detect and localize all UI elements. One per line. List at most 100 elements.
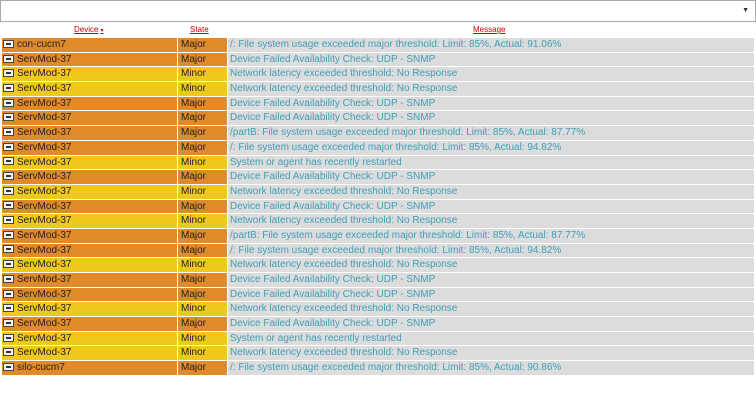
- device-cell[interactable]: ServMod-37: [2, 331, 177, 346]
- table-row[interactable]: ServMod-37 Major Device Failed Availabilit…: [2, 317, 754, 332]
- table-row[interactable]: ServMod-37 Minor Network latency exceeded …: [2, 82, 754, 97]
- table-row[interactable]: ServMod-37 Minor Network latency exceeded …: [2, 346, 754, 361]
- state-cell: Minor: [178, 346, 227, 361]
- device-icon: [3, 98, 14, 107]
- table-row[interactable]: ServMod-37 Major /: File system usage exce…: [2, 243, 754, 259]
- table-row[interactable]: ServMod-37 Minor Network latency exceeded …: [2, 214, 754, 229]
- state-label: Major: [181, 318, 207, 330]
- table-row[interactable]: ServMod-37 Major Device Failed Availabilit…: [2, 52, 754, 68]
- state-cell: Major: [178, 243, 227, 258]
- device-cell[interactable]: ServMod-37: [2, 258, 177, 272]
- device-name: ServMod-37: [17, 332, 72, 344]
- message-cell: Network latency exceeded threshold: No R…: [228, 67, 754, 82]
- state-cell: Major: [178, 361, 227, 375]
- table-row[interactable]: ServMod-37 Major Device Failed Availabilit…: [2, 170, 754, 185]
- table-row[interactable]: ServMod-37 Major /: File system usage exce…: [2, 140, 754, 156]
- device-cell[interactable]: con-cucm7: [2, 38, 177, 52]
- device-cell[interactable]: ServMod-37: [2, 52, 177, 67]
- message-cell: Device Failed Availability Check: UDP - …: [228, 170, 754, 184]
- state-cell: Minor: [178, 331, 227, 346]
- device-icon: [3, 113, 14, 122]
- device-cell[interactable]: ServMod-37: [2, 346, 177, 361]
- device-icon: [3, 69, 14, 78]
- device-cell[interactable]: ServMod-37: [2, 170, 177, 184]
- message-cell: Network latency exceeded threshold: No R…: [228, 82, 754, 96]
- message-cell: Device Failed Availability Check: UDP - …: [228, 52, 754, 67]
- table-row[interactable]: ServMod-37 Minor Network latency exceeded …: [2, 184, 754, 200]
- column-header-state[interactable]: State: [190, 25, 209, 34]
- device-cell[interactable]: ServMod-37: [2, 155, 177, 170]
- table-row[interactable]: ServMod-37 Major Device Failed Availabilit…: [2, 273, 754, 288]
- device-cell[interactable]: ServMod-37: [2, 228, 177, 243]
- message-cell: Device Failed Availability Check: UDP - …: [228, 273, 754, 287]
- state-cell: Minor: [178, 155, 227, 170]
- state-cell: Major: [178, 38, 227, 52]
- column-header-device[interactable]: Device ▾: [74, 25, 103, 34]
- message-cell: Network latency exceeded threshold: No R…: [228, 302, 754, 317]
- device-icon: [3, 289, 14, 298]
- table-row[interactable]: silo-cucm7 Major /: File system usage exce…: [2, 361, 754, 376]
- device-cell[interactable]: ServMod-37: [2, 317, 177, 331]
- device-cell[interactable]: ServMod-37: [2, 302, 177, 317]
- device-cell[interactable]: ServMod-37: [2, 111, 177, 126]
- state-label: Major: [181, 39, 207, 50]
- device-name: ServMod-37: [17, 97, 72, 109]
- device-name: ServMod-37: [17, 156, 72, 168]
- device-name: con-cucm7: [17, 39, 66, 50]
- message-cell: Network latency exceeded threshold: No R…: [228, 346, 754, 361]
- table-row[interactable]: ServMod-37 Minor Network latency exceeded …: [2, 302, 754, 317]
- table-row[interactable]: ServMod-37 Major Device Failed Availabilit…: [2, 96, 754, 112]
- table-row[interactable]: ServMod-37 Major Device Failed Availabilit…: [2, 199, 754, 215]
- state-cell: Major: [178, 111, 227, 126]
- device-name: ServMod-37: [17, 200, 72, 212]
- state-cell: Major: [178, 126, 227, 140]
- table-row[interactable]: ServMod-37 Major Device Failed Availabilit…: [2, 111, 754, 126]
- state-label: Minor: [181, 332, 207, 344]
- chevron-down-icon[interactable]: ▼: [742, 7, 749, 14]
- device-icon: [3, 54, 14, 63]
- device-name: ServMod-37: [17, 215, 72, 227]
- state-cell: Minor: [178, 302, 227, 317]
- state-label: Minor: [181, 347, 207, 359]
- device-name: ServMod-37: [17, 112, 72, 124]
- device-cell[interactable]: ServMod-37: [2, 140, 177, 155]
- device-cell[interactable]: silo-cucm7: [2, 361, 177, 375]
- message-cell: /: File system usage exceeded major thre…: [228, 243, 754, 258]
- device-cell[interactable]: ServMod-37: [2, 184, 177, 199]
- device-cell[interactable]: ServMod-37: [2, 82, 177, 96]
- device-icon: [3, 216, 14, 225]
- table-row[interactable]: ServMod-37 Minor System or agent has recen…: [2, 331, 754, 347]
- device-name: ServMod-37: [17, 347, 72, 359]
- table-row[interactable]: ServMod-37 Minor System or agent has recen…: [2, 155, 754, 171]
- device-cell[interactable]: ServMod-37: [2, 214, 177, 228]
- device-icon: [3, 230, 14, 239]
- table-row[interactable]: ServMod-37 Major/partB: File system usage…: [2, 126, 754, 141]
- state-label: Minor: [181, 185, 207, 197]
- state-label: Major: [181, 53, 207, 65]
- device-cell[interactable]: ServMod-37: [2, 273, 177, 287]
- filter-dropdown[interactable]: ▼: [0, 0, 756, 22]
- state-cell: Major: [178, 96, 227, 111]
- device-cell[interactable]: ServMod-37: [2, 199, 177, 214]
- state-label: Minor: [181, 68, 207, 80]
- table-row[interactable]: ServMod-37 Minor Network latency exceeded …: [2, 67, 754, 82]
- device-name: ServMod-37: [17, 185, 72, 197]
- state-cell: Minor: [178, 214, 227, 228]
- device-name: ServMod-37: [17, 229, 72, 241]
- device-icon: [3, 127, 14, 136]
- message-cell: /: File system usage exceeded major thre…: [228, 38, 754, 52]
- table-row[interactable]: ServMod-37 Major/partB: File system usage…: [2, 228, 754, 244]
- state-label: Minor: [181, 303, 207, 315]
- sort-desc-icon: ▾: [100, 28, 104, 34]
- device-name: ServMod-37: [17, 68, 72, 80]
- device-cell[interactable]: ServMod-37: [2, 126, 177, 140]
- device-cell[interactable]: ServMod-37: [2, 67, 177, 82]
- device-cell[interactable]: ServMod-37: [2, 96, 177, 111]
- table-row[interactable]: ServMod-37 Major Device Failed Availabilit…: [2, 287, 754, 303]
- state-label: Major: [181, 127, 207, 139]
- table-row[interactable]: con-cucm7 Major /: File system usage excee…: [2, 38, 754, 53]
- column-header-message[interactable]: Message: [473, 25, 506, 34]
- device-cell[interactable]: ServMod-37: [2, 243, 177, 258]
- device-cell[interactable]: ServMod-37: [2, 287, 177, 302]
- table-row[interactable]: ServMod-37 Minor Network latency exceeded …: [2, 258, 754, 273]
